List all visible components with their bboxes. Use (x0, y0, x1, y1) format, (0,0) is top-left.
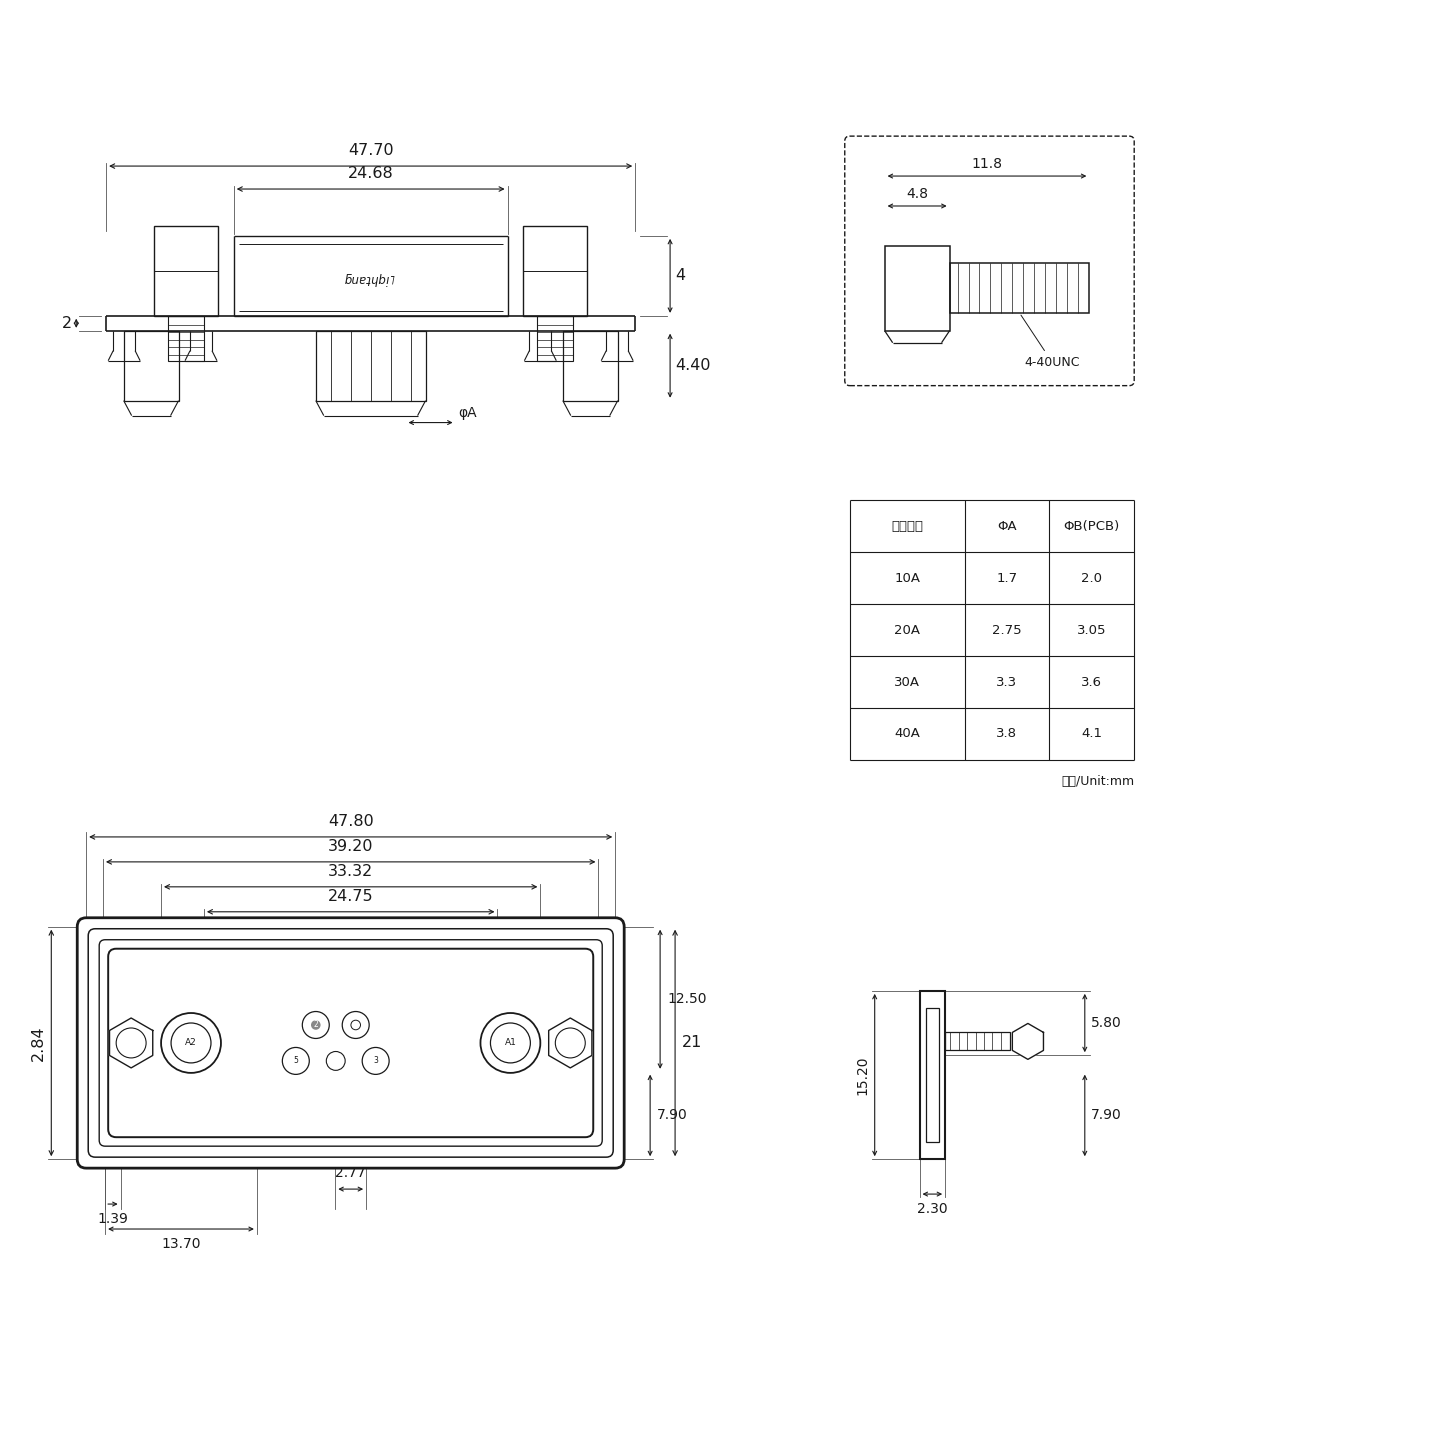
Circle shape (351, 1020, 360, 1030)
Circle shape (117, 1028, 145, 1058)
Text: 15.20: 15.20 (855, 1056, 870, 1094)
FancyBboxPatch shape (108, 949, 593, 1138)
Text: φA: φA (458, 406, 477, 419)
Text: 2.0: 2.0 (1081, 572, 1102, 585)
Text: 4.40: 4.40 (675, 359, 710, 373)
Text: 单位/Unit:mm: 单位/Unit:mm (1061, 775, 1135, 788)
Text: 4.1: 4.1 (1081, 727, 1102, 740)
Text: 20A: 20A (894, 624, 920, 636)
Bar (926, 1008, 939, 1142)
Text: ΦA: ΦA (996, 520, 1017, 533)
Text: 24.68: 24.68 (348, 166, 393, 181)
Bar (537, 315, 573, 360)
Bar (154, 226, 217, 315)
Text: 7.90: 7.90 (657, 1109, 688, 1122)
Text: ƃuɐʇɥbᴉ˥: ƃuɐʇɥbᴉ˥ (346, 275, 396, 288)
Circle shape (161, 1012, 220, 1073)
Bar (523, 226, 588, 315)
Bar (124, 331, 179, 400)
Text: 5.80: 5.80 (1090, 1017, 1122, 1030)
Text: 4.8: 4.8 (906, 187, 929, 202)
Polygon shape (109, 1018, 153, 1068)
Circle shape (491, 1022, 530, 1063)
Text: 1.39: 1.39 (98, 1212, 128, 1225)
Bar (168, 315, 204, 360)
Text: 1.7: 1.7 (996, 572, 1018, 585)
Text: ΦB(PCB): ΦB(PCB) (1064, 520, 1120, 533)
Text: 33.32: 33.32 (328, 864, 373, 878)
Text: 7.90: 7.90 (1090, 1109, 1122, 1122)
Text: 4: 4 (675, 268, 685, 284)
Text: 4-40UNC: 4-40UNC (1021, 315, 1080, 369)
Text: 12.50: 12.50 (667, 992, 707, 1007)
Circle shape (363, 1047, 389, 1074)
Bar (945, 1032, 1009, 1050)
Text: 3.6: 3.6 (1081, 675, 1102, 688)
Text: 3.05: 3.05 (1077, 624, 1106, 636)
Text: 40A: 40A (894, 727, 920, 740)
Text: 2.30: 2.30 (917, 1202, 948, 1215)
Text: 11.8: 11.8 (972, 157, 1002, 171)
Bar (315, 331, 426, 400)
Text: 39.20: 39.20 (328, 840, 373, 854)
Polygon shape (1012, 1024, 1044, 1060)
Text: 2.75: 2.75 (992, 624, 1022, 636)
Circle shape (327, 1051, 346, 1070)
Text: 2.84: 2.84 (32, 1025, 46, 1061)
Bar (884, 246, 949, 331)
Text: 3: 3 (373, 1057, 379, 1066)
Text: 3.8: 3.8 (996, 727, 1018, 740)
Circle shape (311, 1020, 321, 1030)
Polygon shape (549, 1018, 592, 1068)
Bar (949, 264, 1089, 312)
Text: 21: 21 (683, 1035, 703, 1050)
Text: 30A: 30A (894, 675, 920, 688)
Text: A1: A1 (504, 1038, 517, 1047)
Circle shape (302, 1011, 330, 1038)
Bar (920, 991, 945, 1159)
Circle shape (282, 1047, 310, 1074)
Text: 3.3: 3.3 (996, 675, 1018, 688)
FancyBboxPatch shape (845, 137, 1135, 386)
Text: 额定电流: 额定电流 (891, 520, 923, 533)
Text: 5: 5 (294, 1057, 298, 1066)
Text: 2: 2 (62, 315, 72, 331)
Circle shape (556, 1028, 585, 1058)
Text: 10A: 10A (894, 572, 920, 585)
Text: 2.77: 2.77 (336, 1166, 366, 1181)
Circle shape (343, 1011, 369, 1038)
Text: 47.80: 47.80 (328, 814, 373, 829)
Text: 47.70: 47.70 (348, 143, 393, 158)
FancyBboxPatch shape (78, 917, 624, 1168)
FancyBboxPatch shape (88, 929, 613, 1158)
FancyBboxPatch shape (99, 940, 602, 1146)
Bar (563, 331, 618, 400)
Circle shape (481, 1012, 540, 1073)
Text: A2: A2 (186, 1038, 197, 1047)
Text: 2: 2 (314, 1021, 318, 1030)
Text: 24.75: 24.75 (328, 888, 373, 904)
Circle shape (171, 1022, 212, 1063)
Text: 13.70: 13.70 (161, 1237, 200, 1251)
